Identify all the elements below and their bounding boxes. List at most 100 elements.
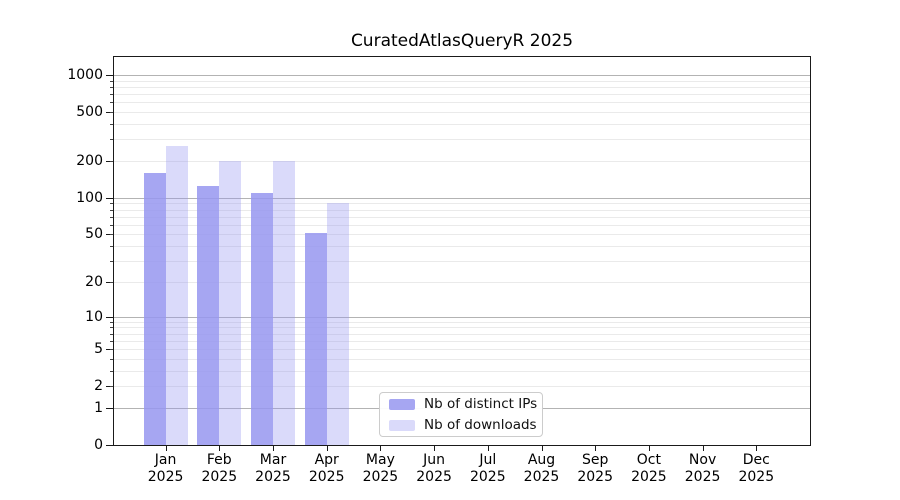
bar-distinct-ips-mar (251, 192, 273, 445)
y-tick-mark (106, 349, 113, 350)
y-tick-label: 0 (94, 437, 103, 453)
gridline-minor (114, 124, 810, 125)
y-minor-tick-mark (110, 321, 113, 323)
x-tick-label: Nov 2025 (684, 452, 721, 485)
y-minor-tick-mark (110, 246, 113, 248)
y-tick-label: 20 (85, 273, 103, 290)
x-tick-mark (219, 445, 221, 451)
gridline-minor (114, 203, 810, 205)
y-minor-tick-mark (110, 349, 113, 350)
y-minor-tick-mark (110, 209, 113, 211)
y-tick-mark (106, 407, 113, 409)
y-minor-tick-mark (110, 139, 113, 141)
y-tick-label: 10 (85, 308, 103, 325)
gridline-minor (114, 321, 810, 323)
x-tick-mark (434, 445, 436, 451)
y-minor-tick-mark (110, 224, 113, 226)
bar-distinct-ips-feb (197, 186, 220, 445)
gridline-minor (114, 340, 810, 342)
x-tick-mark (380, 445, 382, 451)
y-minor-tick-mark (110, 234, 113, 236)
x-tick-mark (541, 445, 543, 451)
y-minor-tick-mark (110, 203, 113, 205)
y-tick-label: 2 (94, 378, 103, 395)
legend-item-distinct-ips: Nb of distinct IPs (389, 396, 542, 412)
gridline-minor (114, 112, 810, 114)
y-tick-mark (106, 386, 113, 388)
gridline-major (114, 316, 810, 318)
x-tick-label: Apr 2025 (308, 452, 345, 485)
x-tick-mark (648, 445, 650, 451)
bar-downloads-feb (219, 161, 242, 445)
gridline-major (114, 197, 810, 199)
x-tick-label: Oct 2025 (631, 452, 667, 485)
y-tick-mark (106, 316, 113, 318)
y-minor-tick-mark (110, 261, 113, 263)
legend-swatch-downloads (389, 419, 415, 431)
gridline-minor (114, 102, 810, 104)
y-tick-label: 1 (94, 399, 103, 416)
y-minor-tick-mark (110, 112, 113, 114)
y-tick-mark (106, 234, 113, 236)
gridline-minor (114, 86, 810, 88)
x-tick-label: Jun 2025 (416, 452, 452, 485)
gridline-minor (114, 370, 810, 372)
gridline-minor (114, 349, 810, 350)
gridline-minor (114, 94, 810, 96)
legend-item-downloads: Nb of downloads (389, 417, 542, 433)
y-minor-tick-mark (110, 386, 113, 388)
bar-downloads-apr (326, 203, 349, 445)
x-tick-label: Sep 2025 (577, 452, 613, 485)
gridline-minor (114, 234, 810, 236)
x-tick-mark (595, 445, 597, 451)
y-tick-label: 500 (76, 104, 103, 121)
bar-downloads-jan (165, 146, 188, 445)
legend-label-downloads: Nb of downloads (424, 417, 537, 433)
y-tick-label: 5 (94, 341, 103, 357)
y-tick-mark (106, 75, 113, 76)
y-tick-label: 1000 (67, 67, 103, 83)
y-tick-mark (106, 197, 113, 199)
x-tick-mark (756, 445, 758, 451)
gridline-minor (114, 209, 810, 211)
x-tick-label: Dec 2025 (738, 452, 775, 485)
gridline-minor (114, 333, 810, 335)
gridline-minor (114, 246, 810, 248)
gridline-minor (114, 386, 810, 388)
gridline-minor (114, 327, 810, 329)
gridline-minor (114, 224, 810, 226)
y-tick-mark (106, 445, 113, 446)
y-minor-tick-mark (110, 358, 113, 360)
x-tick-label: Jan 2025 (147, 452, 184, 485)
gridline-minor (114, 161, 810, 162)
gridline-minor (114, 281, 810, 283)
y-tick-mark (106, 112, 113, 114)
y-minor-tick-mark (110, 80, 113, 82)
y-minor-tick-mark (110, 281, 113, 283)
bar-distinct-ips-jan (143, 172, 166, 445)
x-tick-label: Jul 2025 (469, 452, 506, 485)
x-tick-label: Aug 2025 (523, 452, 560, 485)
y-tick-label: 50 (85, 226, 103, 243)
legend-swatch-distinct-ips (389, 398, 415, 410)
y-tick-label: 100 (76, 189, 103, 206)
chart-title: CuratedAtlasQueryR 2025 (350, 31, 574, 51)
gridline-minor (114, 261, 810, 263)
x-tick-mark (326, 445, 328, 451)
y-minor-tick-mark (110, 327, 113, 329)
legend: Nb of distinct IPs Nb of downloads (379, 392, 543, 437)
gridline-minor (114, 358, 810, 360)
y-minor-tick-mark (110, 370, 113, 372)
bar-downloads-mar (273, 161, 295, 445)
x-tick-mark (702, 445, 704, 451)
x-tick-mark (487, 445, 489, 451)
legend-label-distinct-ips: Nb of distinct IPs (424, 396, 538, 412)
gridline-minor (114, 80, 810, 82)
bar-distinct-ips-apr (304, 233, 327, 445)
plot-area: Nb of distinct IPs Nb of downloads (113, 56, 811, 446)
y-minor-tick-mark (110, 216, 113, 218)
y-minor-tick-mark (110, 102, 113, 104)
y-tick-mark (106, 281, 113, 283)
y-minor-tick-mark (110, 340, 113, 342)
